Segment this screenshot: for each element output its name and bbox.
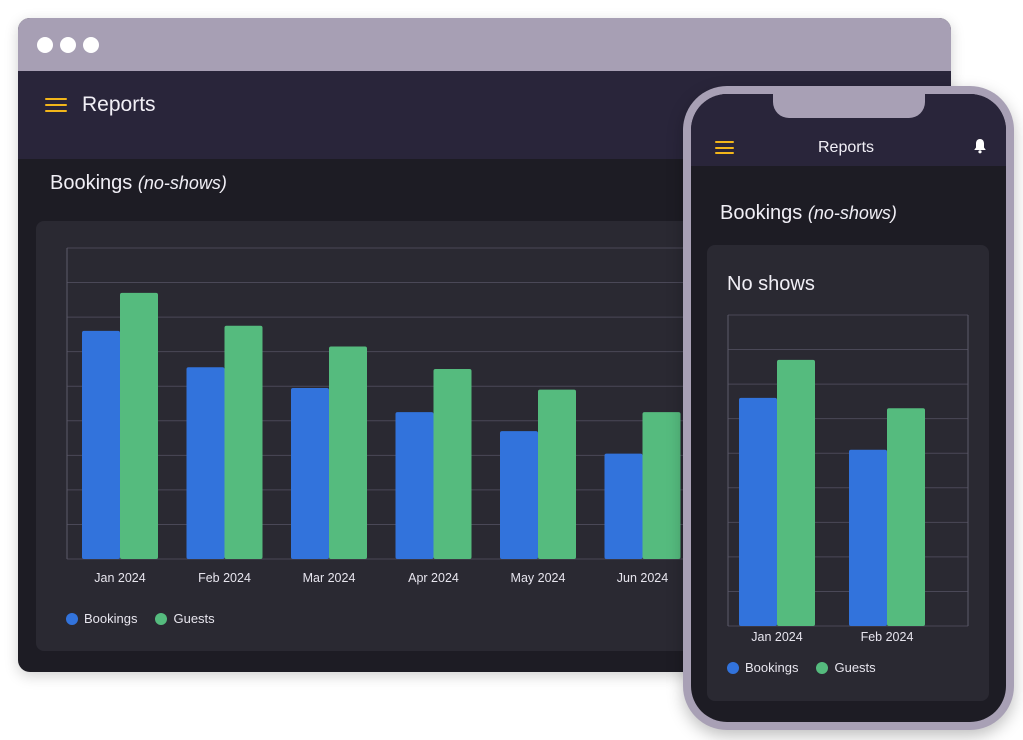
bookings-chart-card: Jan 2024 Feb 2024 Mar 2024 Apr 2024 May 2024…: [36, 221, 736, 651]
bar-guests[interactable]: [538, 389, 576, 559]
bar-bookings[interactable]: [604, 453, 643, 559]
phone-chart-legend: Bookings Guests: [727, 660, 876, 675]
bar-guests[interactable]: [777, 359, 815, 626]
bar-guests[interactable]: [224, 325, 263, 559]
x-tick-label: Jan 2024: [94, 571, 145, 585]
legend-item-guests[interactable]: Guests: [155, 611, 215, 626]
bookings-bar-chart: Jan 2024 Feb 2024 Mar 2024 Apr 2024 May 2024…: [66, 247, 696, 585]
bell-icon[interactable]: [973, 138, 987, 154]
bar-bookings[interactable]: [849, 449, 887, 626]
x-tick-label: Mar 2024: [303, 571, 356, 585]
bar-bookings[interactable]: [82, 330, 120, 559]
no-shows-bar-chart: Jan 2024 Feb 2024: [727, 314, 969, 644]
x-tick-label: Apr 2024: [408, 571, 459, 585]
hamburger-menu-icon[interactable]: [45, 98, 67, 112]
x-tick-label: Feb 2024: [198, 571, 251, 585]
bar-bookings[interactable]: [500, 431, 538, 559]
legend-label: Guests: [834, 660, 876, 675]
section-title-main: Bookings: [720, 202, 803, 224]
legend-item-bookings[interactable]: Bookings: [727, 660, 798, 675]
bar-bookings[interactable]: [291, 387, 329, 559]
bar-guests[interactable]: [329, 346, 367, 559]
x-tick-label: Jan 2024: [751, 630, 802, 644]
window-control-dot[interactable]: [83, 37, 99, 53]
section-title-main: Bookings: [50, 172, 133, 194]
bar-guests[interactable]: [433, 368, 472, 559]
phone-screen: Reports Bookings (no-shows) No shows Jan…: [691, 94, 1006, 722]
bar-guests[interactable]: [120, 292, 158, 559]
legend-swatch-guests: [155, 612, 168, 625]
hamburger-menu-icon[interactable]: [715, 141, 734, 154]
chart-legend: Bookings Guests: [66, 611, 215, 626]
no-shows-chart-card: No shows Jan 2024 Feb 2024 Bookings Guest…: [707, 245, 989, 701]
x-tick-label: Jun 2024: [617, 571, 668, 585]
legend-item-guests[interactable]: Guests: [816, 660, 876, 675]
window-control-dot[interactable]: [37, 37, 53, 53]
legend-swatch-bookings: [727, 661, 739, 674]
bar-guests[interactable]: [887, 408, 925, 626]
phone-notch: [773, 94, 925, 118]
card-title: No shows: [727, 273, 815, 295]
legend-label: Bookings: [84, 611, 138, 626]
phone-page-title: Reports: [818, 139, 875, 156]
section-title-subtitle: (no-shows): [137, 173, 227, 193]
page-title: Reports: [82, 93, 156, 116]
bar-bookings[interactable]: [186, 367, 225, 559]
legend-label: Guests: [173, 611, 215, 626]
x-tick-label: Feb 2024: [861, 630, 914, 644]
section-title: Bookings (no-shows): [50, 172, 227, 195]
legend-label: Bookings: [745, 660, 799, 675]
phone-device: Reports Bookings (no-shows) No shows Jan…: [683, 86, 1014, 730]
phone-section-title: Bookings (no-shows): [720, 202, 897, 225]
x-tick-label: May 2024: [511, 571, 566, 585]
bar-bookings[interactable]: [739, 397, 777, 626]
legend-swatch-guests: [816, 661, 829, 674]
legend-item-bookings[interactable]: Bookings: [66, 611, 137, 626]
window-control-dot[interactable]: [60, 37, 76, 53]
section-title-subtitle: (no-shows): [807, 203, 897, 223]
bar-bookings[interactable]: [395, 412, 434, 559]
legend-swatch-bookings: [66, 612, 78, 625]
browser-title-bar: [18, 18, 951, 71]
bar-guests[interactable]: [642, 412, 681, 559]
